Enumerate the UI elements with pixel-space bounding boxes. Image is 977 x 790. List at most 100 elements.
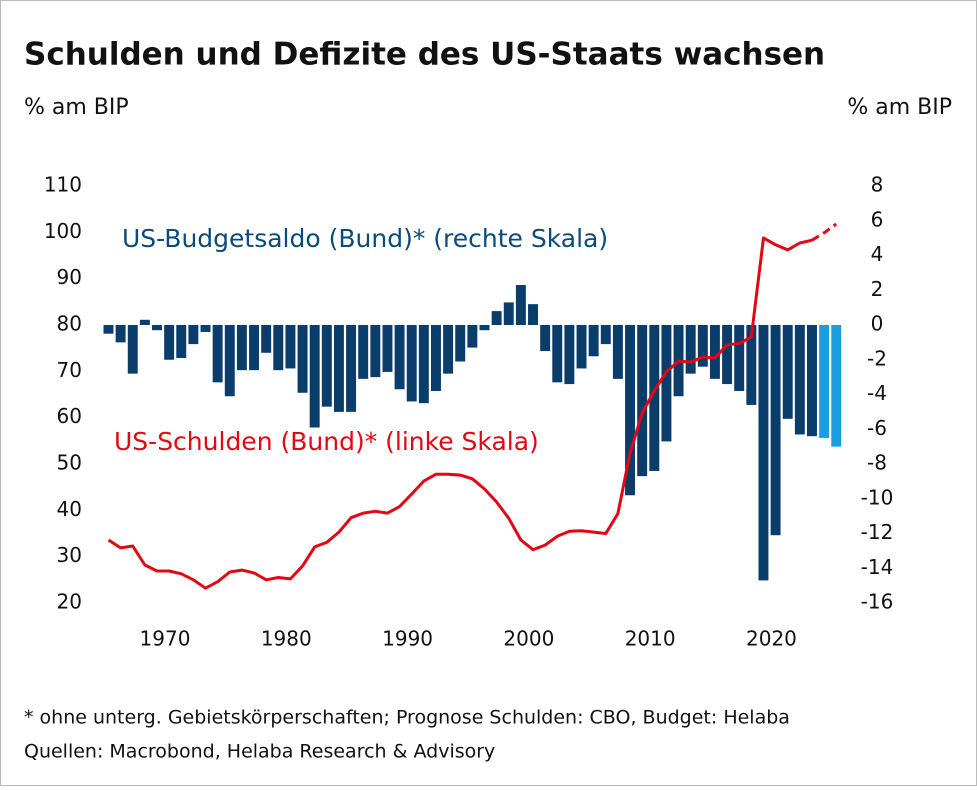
bar [794, 325, 805, 435]
bar [200, 325, 211, 332]
bar [782, 325, 793, 419]
bar [637, 325, 648, 477]
y-tick-label: 110 [44, 173, 82, 197]
y2-tick-label: 0 [871, 312, 884, 336]
y2-tick-label: -16 [861, 590, 894, 614]
bar [758, 325, 769, 581]
bar [394, 325, 405, 390]
x-tick-label: 1970 [140, 627, 191, 651]
bar [103, 325, 114, 334]
bar [455, 325, 466, 362]
bar [479, 325, 490, 331]
bar [261, 325, 272, 353]
y2-tick-label: -4 [867, 381, 887, 405]
bar [625, 325, 636, 496]
bar [249, 325, 260, 371]
y-tick-label: 90 [57, 265, 82, 289]
bar [431, 325, 441, 392]
bar [588, 325, 599, 357]
y2-tick-label: -6 [867, 416, 887, 440]
line [811, 222, 838, 242]
y2-tick-label: 6 [871, 207, 884, 231]
bar [321, 325, 332, 407]
bar [612, 325, 623, 379]
bar [709, 325, 720, 379]
bar [382, 325, 393, 372]
y-tick-label: 70 [57, 358, 82, 382]
bar [503, 302, 514, 325]
x-tick-label: 2020 [746, 627, 797, 651]
y-tick-label: 50 [57, 451, 82, 475]
bar [552, 325, 563, 383]
x-tick-label: 1990 [382, 627, 433, 651]
bar [831, 325, 842, 447]
bar [139, 319, 150, 325]
y2-tick-label: -2 [867, 346, 887, 370]
y2-axis-label: % am BIP [847, 95, 952, 120]
bar [685, 325, 696, 374]
bar [115, 325, 126, 343]
y2-tick-label: -8 [867, 451, 887, 475]
line [107, 236, 813, 590]
x-tick-label: 2000 [503, 627, 554, 651]
bar [540, 325, 551, 352]
bar [722, 325, 733, 385]
bar [127, 325, 138, 374]
x-tick-label: 1980 [261, 627, 312, 651]
bar [285, 325, 296, 369]
bar [600, 325, 611, 345]
bar [515, 285, 526, 325]
y2-tick-label: -12 [861, 520, 894, 544]
bar [164, 325, 175, 360]
y-tick-label: 80 [57, 312, 82, 336]
bar [649, 325, 660, 471]
bar [661, 325, 672, 442]
bar [807, 325, 817, 437]
bar [309, 325, 320, 428]
bar [236, 325, 247, 371]
y2-tick-label: 2 [871, 277, 884, 301]
bar [346, 325, 357, 412]
y2-tick-label: -10 [861, 485, 894, 509]
bar [443, 325, 454, 374]
footnote: * ohne unterg. Gebietskörperschaften; Pr… [24, 707, 790, 729]
bar [152, 325, 162, 331]
y-tick-label: 20 [57, 590, 82, 614]
bar [734, 325, 745, 392]
y-tick-label: 100 [44, 219, 82, 243]
bar [819, 325, 830, 438]
bar [406, 325, 417, 402]
bar [564, 325, 575, 385]
y2-tick-label: 8 [871, 173, 884, 197]
y2-tick-label: -14 [861, 555, 894, 579]
bar [576, 325, 587, 369]
bar [746, 325, 757, 405]
bar [224, 325, 235, 397]
bar [467, 325, 478, 348]
annotation: US-Budgetsaldo (Bund)* (rechte Skala) [122, 224, 608, 253]
bar [188, 325, 199, 345]
source: Quellen: Macrobond, Helaba Research & Ad… [24, 741, 495, 763]
bar [176, 325, 187, 359]
bar [333, 325, 344, 412]
y-tick-label: 60 [57, 404, 82, 428]
chart-title: Schulden und Defizite des US-Staats wach… [24, 37, 825, 73]
bar [697, 325, 708, 367]
bar [528, 304, 538, 325]
bar [273, 325, 284, 371]
x-tick-label: 2010 [625, 627, 676, 651]
annotation: US-Schulden (Bund)* (linke Skala) [114, 427, 539, 456]
bar [370, 325, 381, 378]
y-axis-label: % am BIP [24, 95, 129, 120]
bar [297, 325, 308, 393]
y-tick-label: 30 [57, 543, 82, 567]
bar [770, 325, 781, 536]
bar [212, 325, 223, 383]
y-tick-label: 40 [57, 497, 82, 521]
y2-tick-label: 4 [871, 242, 884, 266]
bar [491, 311, 502, 325]
bar [358, 325, 369, 379]
bar [418, 325, 429, 404]
